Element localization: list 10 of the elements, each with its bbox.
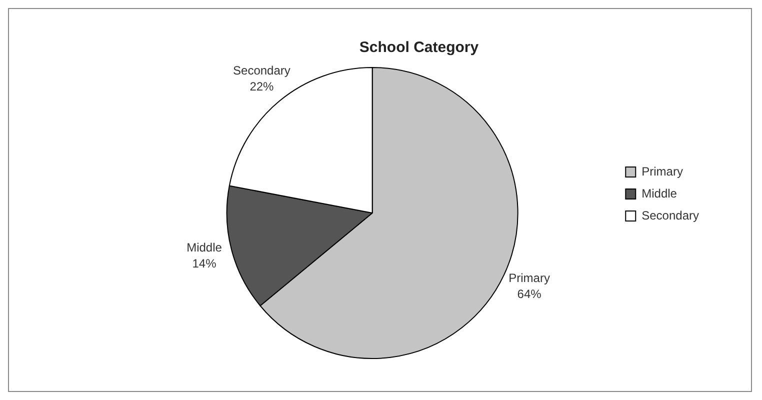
data-label: 64%: [517, 287, 542, 302]
data-label: 22%: [250, 80, 274, 94]
slice-label: Primary: [508, 271, 550, 286]
slice-label: Secondary: [233, 64, 290, 78]
slice-label: Middle: [186, 240, 222, 254]
legend-label: Primary: [642, 164, 683, 178]
legend-label: Secondary: [642, 208, 700, 222]
legend-label: Middle: [642, 186, 678, 200]
chart-title: School Category: [359, 39, 480, 56]
data-label: 14%: [192, 256, 217, 270]
